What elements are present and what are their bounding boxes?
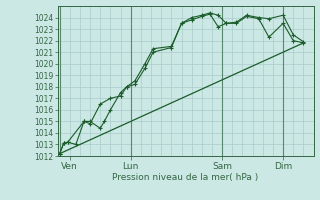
X-axis label: Pression niveau de la mer( hPa ): Pression niveau de la mer( hPa ) <box>112 173 259 182</box>
